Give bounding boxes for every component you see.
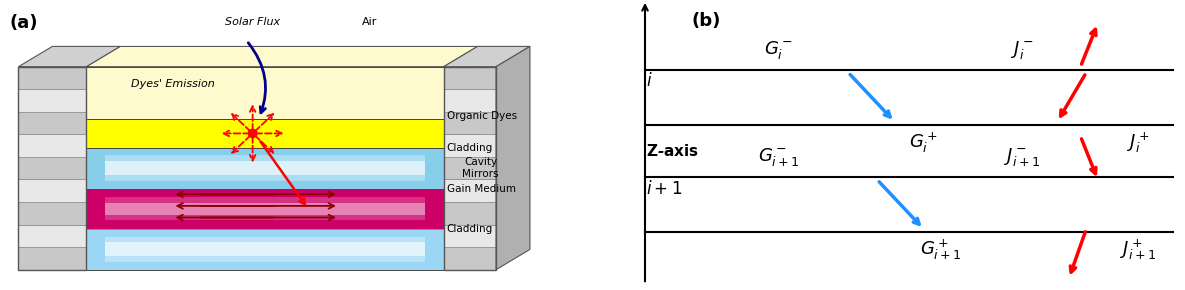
Polygon shape (19, 46, 120, 67)
Polygon shape (19, 224, 87, 247)
Polygon shape (443, 247, 497, 270)
Text: $J_{i+1}^-$: $J_{i+1}^-$ (1005, 146, 1040, 168)
Polygon shape (19, 67, 87, 89)
Polygon shape (104, 197, 425, 220)
Polygon shape (104, 242, 425, 256)
Polygon shape (19, 89, 87, 112)
Polygon shape (443, 128, 478, 188)
Polygon shape (19, 112, 87, 134)
Polygon shape (19, 180, 87, 202)
Polygon shape (443, 224, 497, 247)
Text: $i+1$: $i+1$ (646, 180, 683, 198)
Text: $G_{i+1}^+$: $G_{i+1}^+$ (921, 238, 962, 262)
Polygon shape (19, 157, 87, 180)
Polygon shape (443, 180, 497, 202)
Polygon shape (104, 203, 425, 215)
Text: Cavity
Mirrors: Cavity Mirrors (462, 157, 499, 179)
Text: (b): (b) (692, 12, 720, 30)
Polygon shape (87, 229, 443, 270)
Text: Gain Medium: Gain Medium (447, 184, 515, 193)
Text: $\mathbf{Z}$-$\mathbf{axis}$: $\mathbf{Z}$-$\mathbf{axis}$ (646, 143, 699, 159)
Text: Solar Flux: Solar Flux (225, 17, 280, 27)
Text: $J_i^-$: $J_i^-$ (1011, 39, 1035, 61)
Polygon shape (443, 67, 497, 89)
Polygon shape (87, 67, 443, 119)
Polygon shape (87, 119, 443, 148)
Polygon shape (443, 46, 478, 119)
Polygon shape (87, 46, 478, 67)
Text: $G_i^+$: $G_i^+$ (909, 130, 939, 155)
Polygon shape (443, 112, 497, 134)
Polygon shape (104, 237, 425, 262)
Text: Dyes' Emission: Dyes' Emission (130, 79, 214, 89)
Polygon shape (443, 89, 497, 112)
Polygon shape (87, 188, 443, 229)
Polygon shape (19, 202, 87, 224)
Polygon shape (443, 99, 478, 148)
Polygon shape (19, 247, 87, 270)
Polygon shape (497, 46, 530, 270)
Polygon shape (443, 134, 497, 157)
Text: $G_i^-$: $G_i^-$ (764, 39, 793, 61)
Polygon shape (443, 168, 478, 229)
Polygon shape (443, 157, 497, 180)
Polygon shape (104, 161, 425, 175)
Polygon shape (19, 134, 87, 157)
Text: $J_i^+$: $J_i^+$ (1127, 130, 1151, 155)
Text: Cladding: Cladding (447, 143, 493, 153)
Text: $G_{i+1}^-$: $G_{i+1}^-$ (757, 146, 800, 168)
Text: Cladding: Cladding (447, 224, 493, 234)
Circle shape (249, 129, 257, 137)
Polygon shape (443, 209, 478, 270)
Polygon shape (87, 148, 443, 188)
Polygon shape (443, 202, 497, 224)
Polygon shape (87, 229, 443, 270)
Text: (a): (a) (9, 14, 38, 32)
Polygon shape (104, 155, 425, 181)
Polygon shape (443, 46, 530, 67)
Text: Air: Air (363, 17, 377, 27)
Text: $i$: $i$ (646, 72, 653, 90)
Text: Organic Dyes: Organic Dyes (447, 111, 517, 121)
Text: $J_{i+1}^+$: $J_{i+1}^+$ (1121, 238, 1157, 262)
